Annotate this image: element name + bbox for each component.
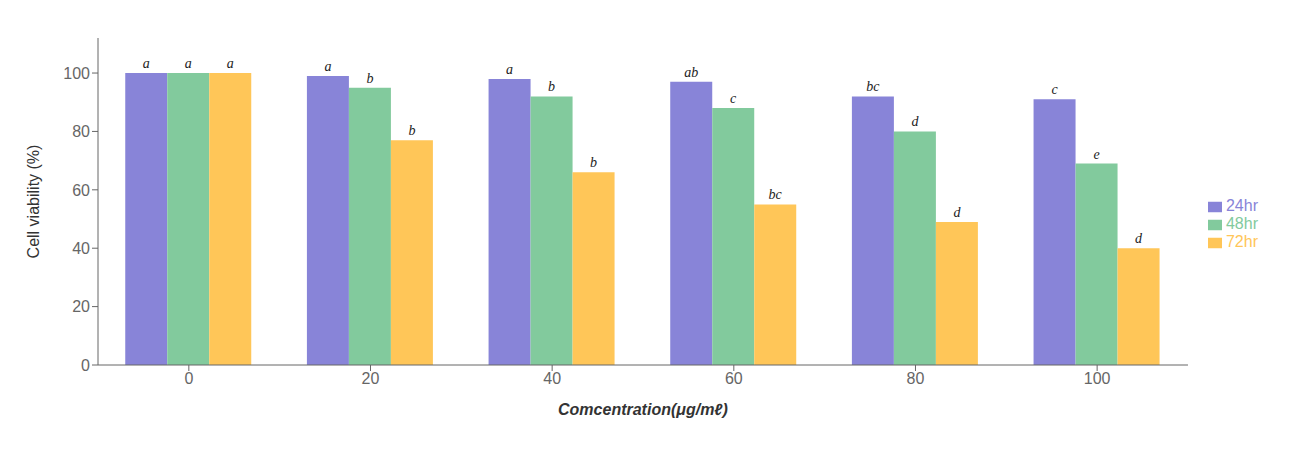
html-text:24hr: 24hr (1226, 197, 1258, 214)
svg-text:b: b (548, 79, 555, 94)
svg-text:c: c (730, 91, 737, 106)
svg-text:d: d (911, 114, 919, 129)
svg-text:b: b (590, 155, 597, 170)
html-text:48hr: 48hr (1226, 215, 1258, 232)
svg-text:100: 100 (63, 65, 90, 82)
svg-text:60: 60 (72, 182, 90, 199)
svg-text:60: 60 (725, 370, 743, 387)
svg-text:bc: bc (866, 79, 880, 94)
svg-text:c: c (1051, 82, 1058, 97)
svg-text:b: b (408, 123, 415, 138)
svg-text:Cell viability (%): Cell viability (%) (25, 145, 42, 259)
svg-text:d: d (1135, 231, 1143, 246)
svg-text:ab: ab (684, 65, 698, 80)
svg-text:a: a (506, 62, 513, 77)
svg-text:0: 0 (184, 370, 193, 387)
svg-text:80: 80 (907, 370, 925, 387)
svg-text:d: d (953, 205, 961, 220)
svg-text:b: b (366, 71, 373, 86)
svg-text:20: 20 (362, 370, 380, 387)
svg-text:bc: bc (769, 187, 783, 202)
svg-text:80: 80 (72, 123, 90, 140)
svg-text:a: a (227, 56, 234, 71)
svg-text:40: 40 (543, 370, 561, 387)
svg-text:40: 40 (72, 240, 90, 257)
svg-text:a: a (143, 56, 150, 71)
svg-text:a: a (185, 56, 192, 71)
svg-text:e: e (1093, 147, 1099, 162)
svg-text:a: a (324, 59, 331, 74)
svg-text:Comcentration(μg/mℓ): Comcentration(μg/mℓ) (558, 401, 728, 418)
svg-text:20: 20 (72, 298, 90, 315)
html-text:72hr: 72hr (1226, 233, 1258, 250)
svg-text:0: 0 (81, 357, 90, 374)
svg-text:100: 100 (1084, 370, 1111, 387)
